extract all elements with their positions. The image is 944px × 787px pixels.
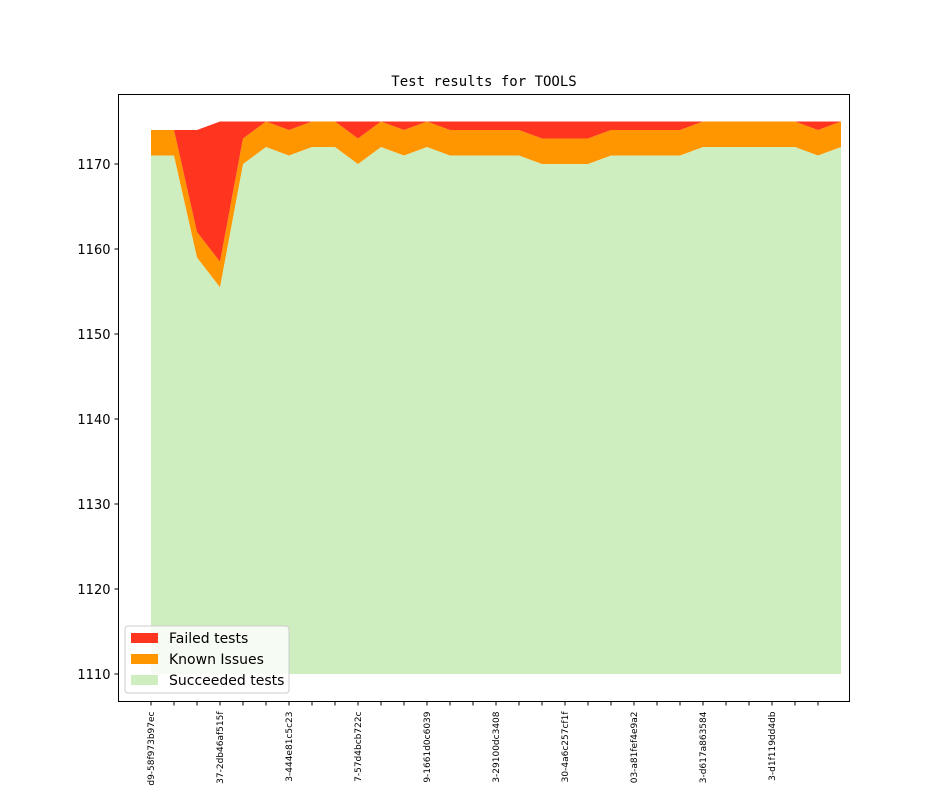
y-axis: 1110 1120 1130 1140 1150 1160 1170 [77, 158, 119, 683]
y-tick-label: 1150 [77, 328, 110, 343]
legend-label: Succeeded tests [169, 673, 284, 689]
y-tick-label: 1140 [77, 413, 110, 428]
x-tick-label: 3-444e81c5c23 [285, 712, 295, 782]
x-tick-label: 7-57d4bcb722c [354, 711, 364, 781]
legend: Failed tests Known Issues Succeeded tests [124, 625, 290, 694]
legend-label: Failed tests [169, 631, 248, 647]
x-tick-label: 3-d617a863584 [699, 711, 709, 783]
y-tick-label: 1160 [77, 243, 110, 258]
x-tick-label: 03-a81fef4e9a2 [630, 712, 640, 784]
legend-box [124, 625, 290, 694]
x-tick-label: 37-2db46af515f [216, 711, 226, 784]
y-tick-label: 1130 [77, 498, 110, 513]
area-failed-tests [151, 121, 841, 262]
x-tick-label: 30-4a6c257cf1f [561, 711, 571, 783]
legend-label: Known Issues [169, 652, 264, 668]
area-succeeded-tests [151, 147, 841, 674]
y-tick-label: 1170 [77, 158, 110, 173]
plot-frame [118, 94, 850, 702]
x-tick-label: 3-d1f119dd4db [768, 711, 778, 781]
legend-swatch [131, 654, 158, 664]
y-tick-label: 1110 [77, 668, 110, 683]
y-tick-label: 1120 [77, 583, 110, 598]
area-series-layer [151, 121, 841, 674]
x-tick-label: 3-29100dc3408 [492, 711, 502, 782]
legend-swatch [131, 633, 158, 643]
x-tick-label: d9-58f973b97ec [147, 711, 157, 785]
legend-swatch [131, 675, 158, 685]
chart-title: Test results for TOOLS [391, 74, 576, 90]
area-known-issues [151, 121, 841, 288]
x-axis: d9-58f973b97ec 37-2db46af515f 3-444e81c5c2… [147, 701, 819, 786]
x-tick-label: 9-1661d0c6039 [423, 711, 433, 782]
